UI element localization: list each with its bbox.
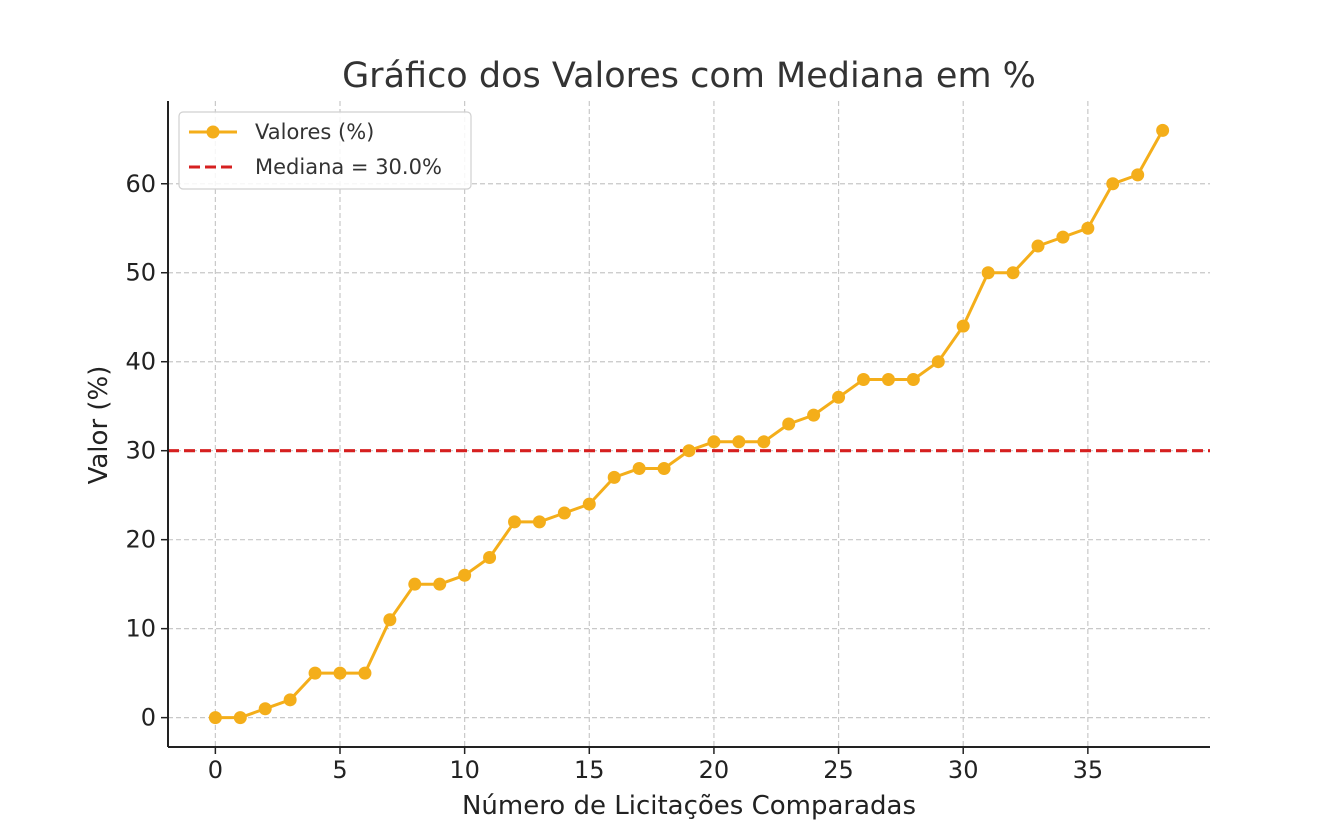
x-tick-label: 10 [449, 756, 480, 784]
x-axis-label: Número de Licitações Comparadas [462, 791, 916, 821]
y-tick-label: 50 [125, 259, 156, 287]
y-tick-label: 60 [125, 170, 156, 198]
data-point [682, 444, 696, 458]
legend: Valores (%) Mediana = 30.0% [178, 111, 472, 190]
series-layer [208, 123, 1170, 725]
y-tick-label: 0 [141, 704, 156, 732]
data-point [657, 461, 671, 475]
data-point [358, 666, 372, 680]
data-point [906, 373, 920, 387]
data-point [807, 408, 821, 422]
data-point [1031, 239, 1045, 253]
data-point [1156, 123, 1170, 137]
data-point [333, 666, 347, 680]
data-point [258, 702, 272, 716]
data-point [632, 461, 646, 475]
data-point [1081, 221, 1095, 235]
data-point [707, 435, 721, 449]
data-point [233, 711, 247, 725]
y-axis-ticks: 0 10 20 30 40 50 60 [125, 170, 168, 732]
data-point [1131, 168, 1145, 182]
data-point [981, 266, 995, 280]
legend-median-label: Mediana = 30.0% [255, 155, 442, 179]
y-tick-label: 10 [125, 615, 156, 643]
data-point [757, 435, 771, 449]
data-point [433, 577, 447, 591]
legend-box [178, 111, 472, 190]
y-tick-label: 20 [125, 526, 156, 554]
data-point [931, 355, 945, 369]
data-point [408, 577, 422, 591]
axes [167, 101, 1210, 748]
data-point [208, 711, 222, 725]
data-point [557, 506, 571, 520]
y-tick-label: 30 [125, 437, 156, 465]
data-point [856, 373, 870, 387]
data-point [383, 613, 397, 627]
x-tick-label: 30 [948, 756, 979, 784]
data-point [532, 515, 546, 529]
data-point [1106, 177, 1120, 191]
legend-series-label: Valores (%) [255, 120, 374, 144]
series-line [215, 129, 1164, 720]
x-tick-label: 5 [332, 756, 347, 784]
x-tick-label: 0 [208, 756, 223, 784]
data-point [582, 497, 596, 511]
data-point [782, 417, 796, 431]
x-axis-ticks: 0 5 10 15 20 25 30 35 [208, 747, 1103, 784]
data-point [308, 666, 322, 680]
data-point [1056, 230, 1070, 244]
data-point [283, 693, 297, 707]
data-point [607, 470, 621, 484]
y-axis-label: Valor (%) [84, 366, 114, 485]
data-point [1006, 266, 1020, 280]
data-point [483, 550, 497, 564]
y-tick-label: 40 [125, 348, 156, 376]
legend-series-swatch-marker [206, 125, 220, 139]
grid [168, 101, 1210, 747]
data-point [458, 568, 472, 582]
data-point [956, 319, 970, 333]
data-point [508, 515, 522, 529]
data-point [881, 373, 895, 387]
data-point [732, 435, 746, 449]
x-tick-label: 25 [823, 756, 854, 784]
data-point [832, 390, 846, 404]
x-tick-label: 15 [574, 756, 605, 784]
chart-title: Gráfico dos Valores com Mediana em % [342, 56, 1036, 96]
x-tick-label: 35 [1073, 756, 1104, 784]
x-tick-label: 20 [699, 756, 730, 784]
